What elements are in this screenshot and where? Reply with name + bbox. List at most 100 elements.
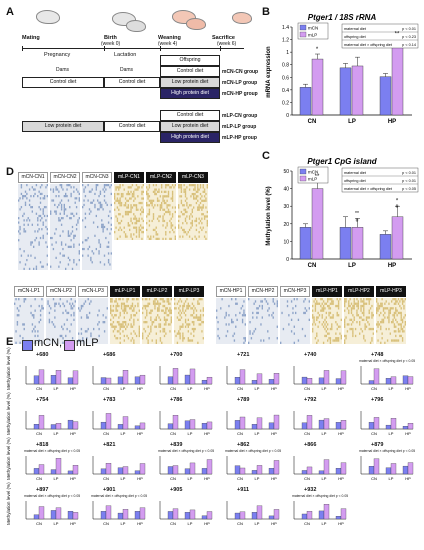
bar-mcn [234,465,241,475]
x-tick-label: HP [388,119,396,125]
bar-mlp [340,420,347,430]
legend-mcn-swatch [22,340,33,351]
bar-mlp [340,370,347,385]
bar-mlp [239,467,246,475]
x-tick-label: CN [308,119,317,125]
bar-mlp [340,462,347,475]
mcn-hp-offspring-diet: High protein diet [160,88,220,99]
stage-sacrifice-week: (week 6) [217,41,237,47]
chart-title: Ptger1 CpG island [307,157,377,166]
bar-mcn [234,420,241,430]
x-tick-label: HP [388,263,396,269]
group-mcn-hp: mCN-HP group [222,91,258,97]
bar-mcn [318,470,325,475]
mlp-dam-pregnancy-diet: Low protein diet [22,121,104,132]
cpg-site-title: +905 [170,487,183,493]
bar-mlp [373,458,380,475]
cpg-site-title: +897 [36,487,49,493]
x-tick-label: CN [304,521,310,526]
timeline-tick [22,46,23,51]
x-tick-label: CN [170,431,176,436]
cpg-site-chart: CN LP HP [226,501,280,526]
x-tick-label: HP [137,521,143,526]
bar-mlp [139,422,146,430]
cpg-site-chart: CN LP HP [92,501,146,526]
bar-mlp [407,462,414,475]
bar-mcn [234,512,241,520]
stage-weaning: Weaning [158,35,181,41]
bar-mlp [172,415,179,430]
bar-mlp [373,368,380,385]
stats-row-label: maternal diet [344,27,367,31]
bar-mcn [117,512,124,520]
bar-mcn [251,380,258,385]
y-tick-label: 1.4 [282,25,289,31]
bar-mcn [301,422,308,430]
x-tick-label: LP [121,386,126,391]
bar-mcn [385,378,392,385]
bar-mcn [201,379,208,385]
bar-mlp [139,463,146,475]
y-tick-label: 10 [283,239,289,245]
panel-c-label: C [262,150,270,162]
bar-mlp [105,463,112,475]
bar-mcn [33,424,40,430]
bar-mlp [105,413,112,430]
bar-mcn [402,465,409,475]
bar-mlp [55,423,62,430]
bar-mlp [172,508,179,520]
legend-swatch [299,175,307,182]
y-axis-label: Methylation level (%) [6,392,11,435]
bar-mlp [407,423,414,430]
y-tick-label: 0.4 [282,88,289,94]
bar-mcn [50,375,57,385]
group-mlp-hp: mLP-HP group [222,135,257,141]
significance-subgroup-mark: # [396,204,399,210]
bar-mcn [100,421,107,430]
y-tick-label: 0 [286,257,289,263]
bar-mcn [33,514,40,520]
bar-mcn [251,424,258,430]
bar-mlp [72,465,79,475]
cpg-site-title: +686 [103,352,116,358]
panel-e-label: E [6,336,14,348]
cpg-site-title: +879 [371,442,384,448]
cpg-site-title: +789 [237,397,250,403]
x-tick-label: HP [137,476,143,481]
bar-mlp [273,460,280,475]
bar-mcn [318,377,325,385]
stage-weaning-week: (week 4) [158,41,178,47]
bar-mcn [100,377,107,385]
bar-mlp [172,368,179,385]
cpg-site-chart: CN LP HP [159,456,213,481]
y-tick-label: 30 [283,204,289,210]
x-tick-label: CN [170,386,176,391]
bar-mcn [201,468,208,475]
y-tick-label: 1 [286,50,289,56]
bar-mcn [335,516,342,520]
bar-mcn [67,377,74,385]
chart-title: Ptger1 / 18S rRNA [308,13,377,22]
interaction-note: maternal diet × offspring diet p < 0.05 [225,449,282,453]
x-tick-label: HP [137,431,143,436]
period-lactation: Lactation [114,52,137,58]
legend-swatch [299,31,307,38]
bar-mcn [301,376,308,385]
panel-b-chart: Ptger1 / 18S rRNA 0 0.2 0.4 0.6 0.8 1 1.2 1.4 mRN… [266,13,419,125]
bar-mlp [189,462,196,475]
litter-mouse-icon [126,20,146,32]
bar-mcn [368,422,375,430]
x-tick-label: HP [405,386,411,391]
bar-mlp [256,373,263,385]
cpg-site-title: +754 [36,397,49,403]
bar-mlp [72,512,79,520]
x-tick-label: LP [188,476,193,481]
x-tick-label: HP [70,431,76,436]
offspring-mouse-icon [232,12,252,24]
y-axis-label: Methylation level (%) [266,186,272,245]
bar-mlp [172,465,179,475]
bar-mcn [100,468,107,475]
bar-mcn [184,468,191,475]
x-tick-label: HP [338,386,344,391]
cpg-site-title: +783 [103,397,116,403]
